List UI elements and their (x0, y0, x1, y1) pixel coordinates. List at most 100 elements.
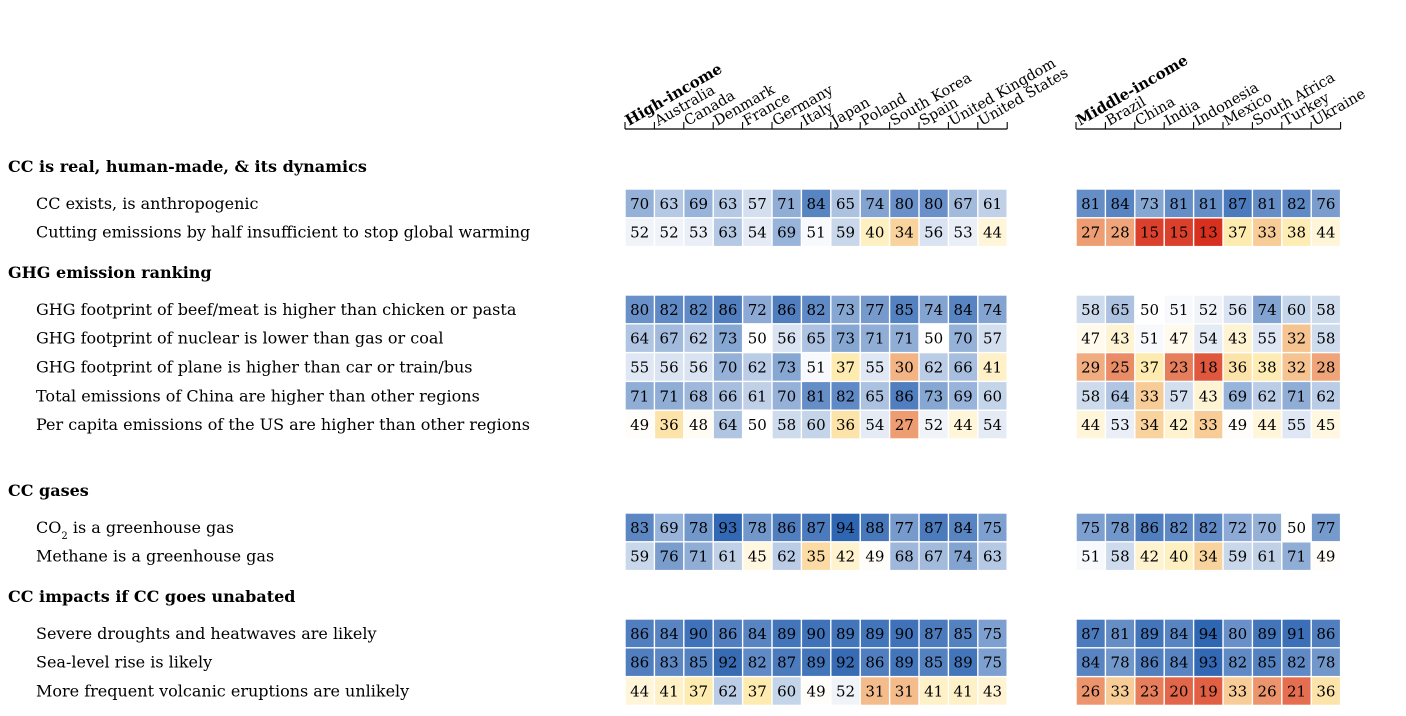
cell-value: 55 (1287, 416, 1306, 434)
heatmap-cell (772, 295, 801, 324)
heatmap-cell (919, 189, 948, 218)
cell-value: 51 (807, 359, 826, 377)
heatmap-cell (949, 410, 978, 439)
heatmap-cell (1076, 353, 1105, 381)
cell-value: 73 (924, 387, 943, 405)
cell-value: 65 (807, 330, 826, 348)
heatmap-cell (949, 353, 978, 381)
heatmap-cell (1164, 542, 1193, 570)
cell-value: 82 (660, 301, 679, 319)
heatmap-cell (655, 619, 684, 648)
cell-value: 82 (807, 301, 826, 319)
heatmap-cell (802, 189, 831, 218)
heatmap-cell (1223, 619, 1252, 648)
heatmap-cell (713, 218, 742, 246)
cell-value: 33 (1140, 387, 1159, 405)
cell-value: 78 (1111, 654, 1130, 672)
cell-value: 44 (1316, 224, 1335, 242)
cell-value: 53 (689, 224, 708, 242)
cell-value: 80 (895, 195, 914, 213)
cell-value: 60 (1287, 301, 1306, 319)
cell-value: 33 (1111, 683, 1130, 701)
heatmap-cell (1135, 542, 1164, 570)
cell-value: 86 (1140, 519, 1159, 537)
heatmap-cell (713, 513, 742, 542)
heatmap-cell (1135, 218, 1164, 246)
heatmap-cell (713, 410, 742, 439)
cell-value: 15 (1140, 224, 1159, 242)
cell-value: 83 (660, 654, 679, 672)
cell-value: 41 (660, 683, 679, 701)
cell-value: 89 (895, 654, 914, 672)
cell-value: 50 (748, 416, 767, 434)
heatmap-cell (802, 410, 831, 439)
cell-value: 31 (865, 683, 884, 701)
heatmap-cell (772, 382, 801, 410)
heatmap-cell (1076, 677, 1105, 705)
heatmap-cell (1311, 677, 1340, 705)
heatmap-cell (1164, 513, 1193, 542)
heatmap-cell (1223, 542, 1252, 570)
cell-value: 50 (1140, 301, 1159, 319)
cell-value: 71 (660, 387, 679, 405)
heatmap-cell (831, 648, 860, 676)
heatmap-cell (1135, 295, 1164, 324)
cell-value: 45 (1316, 416, 1335, 434)
cell-value: 51 (1081, 548, 1100, 566)
cell-value: 38 (1287, 224, 1306, 242)
heatmap-cell (655, 324, 684, 352)
heatmap-cell (1076, 189, 1105, 218)
heatmap-cell (1253, 542, 1282, 570)
heatmap-cell (1311, 353, 1340, 381)
cell-value: 37 (1228, 224, 1247, 242)
heatmap-cell (684, 382, 713, 410)
cell-value: 54 (748, 224, 767, 242)
heatmap-cell (625, 218, 654, 246)
heatmap-cell (1106, 648, 1135, 676)
heatmap-cell (625, 382, 654, 410)
cell-value: 33 (1199, 416, 1218, 434)
heatmap-cell (684, 324, 713, 352)
heatmap-cell (713, 677, 742, 705)
row-label: CO2 is a greenhouse gas (36, 518, 234, 542)
cell-value: 52 (836, 683, 855, 701)
cell-value: 89 (954, 654, 973, 672)
cell-value: 70 (777, 387, 796, 405)
cell-value: 75 (1081, 519, 1100, 537)
cell-value: 37 (1140, 359, 1159, 377)
cell-value: 82 (689, 301, 708, 319)
cell-value: 61 (718, 548, 737, 566)
cell-value: 30 (895, 359, 914, 377)
cell-value: 89 (1140, 625, 1159, 643)
cell-value: 78 (1316, 654, 1335, 672)
heatmap-cell (1311, 648, 1340, 676)
heatmap-cell (860, 513, 889, 542)
heatmap-cell (1164, 295, 1193, 324)
heatmap-cell (1106, 295, 1135, 324)
cell-value: 62 (1258, 387, 1277, 405)
cell-value: 92 (836, 654, 855, 672)
heatmap-cell (1194, 542, 1223, 570)
heatmap-cell (919, 324, 948, 352)
heatmap-cell (1164, 619, 1193, 648)
cell-value: 40 (1169, 548, 1188, 566)
cell-value: 93 (718, 519, 737, 537)
cell-value: 77 (895, 519, 914, 537)
cell-value: 42 (1169, 416, 1188, 434)
heatmap-cell (1223, 677, 1252, 705)
cell-value: 89 (1258, 625, 1277, 643)
cell-value: 89 (777, 625, 796, 643)
cell-value: 20 (1169, 683, 1188, 701)
cell-value: 71 (1287, 548, 1306, 566)
heatmap-cell (1164, 218, 1193, 246)
cell-value: 85 (1258, 654, 1277, 672)
cell-value: 73 (777, 359, 796, 377)
heatmap-cell (890, 513, 919, 542)
heatmap-cell (1311, 382, 1340, 410)
heatmap-cell (802, 677, 831, 705)
cell-value: 73 (1140, 195, 1159, 213)
cell-value: 93 (1199, 654, 1218, 672)
cell-value: 57 (1169, 387, 1188, 405)
cell-value: 55 (630, 359, 649, 377)
heatmap-cell (1253, 677, 1282, 705)
